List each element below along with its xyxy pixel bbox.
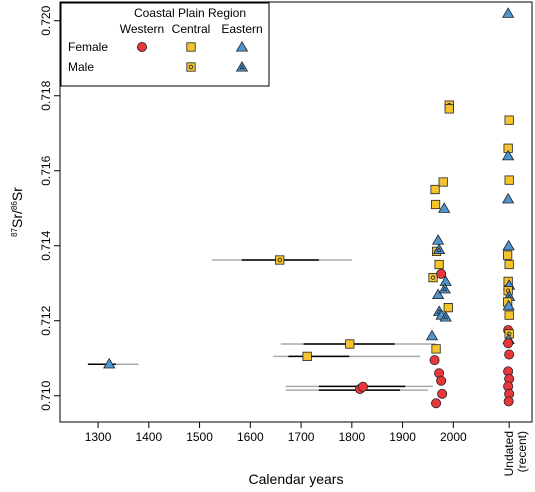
data-point-western-female xyxy=(357,381,368,392)
x-axis: 1300 1400 1500 1600 1700 1800 1900 2000 Undated(… xyxy=(85,422,529,476)
data-point-central-female xyxy=(443,303,453,313)
legend-symbol-western-female xyxy=(136,42,147,53)
x-tick-label: 2000 xyxy=(440,430,467,444)
legend-column-central: Central xyxy=(172,22,211,36)
x-tick-label: 1500 xyxy=(186,430,213,444)
data-points xyxy=(103,7,516,409)
data-point-eastern-female xyxy=(103,357,116,369)
data-point-central-female xyxy=(504,115,514,125)
legend-row-male: Male xyxy=(68,60,94,74)
data-point-central-male xyxy=(275,255,285,265)
x-tick-label: 1900 xyxy=(389,430,416,444)
y-tick-label: 0.712 xyxy=(39,305,53,335)
date-ranges xyxy=(87,259,436,391)
x-tick-label: 1300 xyxy=(85,430,112,444)
legend-title: Coastal Plain Region xyxy=(134,6,246,20)
data-point-eastern-female xyxy=(502,299,515,311)
plot-frame xyxy=(59,1,533,423)
data-point-western-female xyxy=(436,268,447,279)
data-point-central-female xyxy=(504,175,514,185)
data-point-central-male xyxy=(428,273,438,283)
data-point-central-female xyxy=(438,177,448,187)
legend-row-female: Female xyxy=(68,40,108,54)
x-tick-label-undated: (recent) xyxy=(515,431,529,472)
data-point-eastern-female xyxy=(501,192,515,204)
data-point-eastern-female xyxy=(501,149,515,161)
legend-symbol-eastern-male xyxy=(235,61,249,72)
legend: Coastal Plain Region Western Central Eas… xyxy=(60,2,270,87)
data-point-central-female xyxy=(504,259,514,270)
x-tick-label: 1800 xyxy=(338,430,365,444)
data-point-western-female xyxy=(436,375,447,386)
legend-column-eastern: Eastern xyxy=(221,22,262,36)
data-point-western-female xyxy=(503,338,514,349)
y-axis-label-part-a: Sr/ xyxy=(9,210,25,228)
data-point-central-female xyxy=(430,184,440,195)
data-point-eastern-female xyxy=(431,234,445,245)
legend-symbol-eastern-female xyxy=(235,41,249,52)
y-tick-label: 0.718 xyxy=(39,80,53,110)
data-point-eastern-female xyxy=(425,329,439,341)
data-point-central-female xyxy=(430,199,441,210)
y-axis-label-sup1: 87 xyxy=(10,227,19,236)
x-tick-label: 1400 xyxy=(135,430,162,444)
data-point-eastern-male xyxy=(432,243,446,255)
y-tick-label: 0.714 xyxy=(39,230,53,260)
y-axis: 0.710 0.712 0.714 0.716 0.718 0.720 xyxy=(39,5,60,411)
legend-column-western: Western xyxy=(120,22,164,36)
data-point-central-female xyxy=(345,339,355,349)
y-axis-label-part-b: Sr xyxy=(9,187,25,201)
y-tick-label: 0.720 xyxy=(39,5,53,35)
data-point-central-female xyxy=(504,310,514,320)
data-point-western-female xyxy=(504,349,515,360)
data-point-western-female xyxy=(437,388,448,399)
data-point-western-female xyxy=(503,396,514,407)
x-tick-label: 1600 xyxy=(237,430,264,444)
legend-box xyxy=(60,2,270,87)
data-point-central-female xyxy=(302,351,312,361)
legend-symbol-central-male xyxy=(186,62,196,72)
legend-symbols xyxy=(136,41,249,72)
legend-symbol-central-female xyxy=(186,42,196,52)
data-point-eastern-male xyxy=(439,311,452,322)
data-point-western-female xyxy=(431,398,442,409)
data-point-eastern-female xyxy=(431,288,445,300)
x-axis-label: Calendar years xyxy=(249,471,344,487)
data-point-central-female xyxy=(434,259,444,270)
x-tick-label-undated: Undated xyxy=(502,431,516,476)
data-point-central-female xyxy=(503,250,513,260)
data-point-eastern-female xyxy=(502,239,515,251)
data-point-eastern-female xyxy=(438,202,451,213)
data-point-western-female xyxy=(429,355,440,366)
data-point-central-female xyxy=(431,344,441,354)
data-point-central-female xyxy=(444,104,454,114)
y-tick-label: 0.710 xyxy=(39,380,53,410)
x-tick-label: 1700 xyxy=(288,430,315,444)
data-point-eastern-female xyxy=(501,7,515,18)
data-point-eastern-male xyxy=(438,282,451,294)
y-axis-label-sup2: 86 xyxy=(10,201,19,210)
y-tick-label: 0.716 xyxy=(39,155,53,185)
y-axis-label: 87Sr/86Sr xyxy=(9,187,25,237)
